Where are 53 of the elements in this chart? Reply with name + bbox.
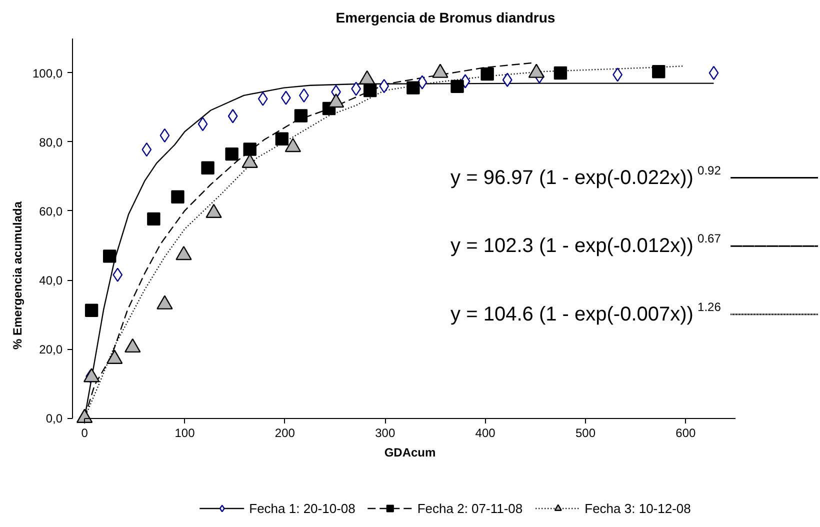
legend-label: Fecha 1: 20-10-08 [249, 500, 356, 516]
point [502, 72, 512, 87]
x-tick-label: 600 [676, 426, 696, 440]
point [142, 142, 152, 157]
point [171, 190, 184, 204]
point [406, 81, 420, 94]
y-tick-label: 0,0 [46, 412, 63, 426]
point [228, 109, 238, 124]
x-tick-label: 100 [174, 426, 196, 440]
point [417, 75, 428, 90]
annotation: y = 104.6 (1 - exp(-0.007x))1.26 [450, 300, 722, 326]
point [84, 304, 98, 317]
point [83, 368, 100, 382]
point [275, 132, 289, 146]
point [554, 66, 568, 80]
point [160, 128, 170, 143]
point [124, 338, 141, 353]
legend-label: Fecha 3: 10-12-08 [584, 500, 691, 516]
annotation: y = 96.97 (1 - exp(-0.022x))0.92 [450, 163, 722, 189]
point [652, 64, 666, 78]
point [258, 92, 268, 106]
point [379, 78, 390, 94]
chart-title: Emergencia de Bromus diandrus [336, 10, 556, 26]
legend-label: Fecha 2: 07-11-08 [417, 500, 523, 516]
y-axis-title: % Emergencia acumulada [10, 201, 24, 350]
x-tick-label: 200 [274, 426, 296, 440]
y-tick-label: 40,0 [39, 274, 63, 288]
y-tick-label: 60,0 [39, 204, 63, 218]
point [708, 66, 719, 80]
y-tick-label: 20,0 [39, 342, 63, 357]
point [243, 142, 256, 156]
point [480, 67, 494, 81]
point [294, 109, 308, 122]
point [156, 295, 173, 310]
x-tick-label: 300 [375, 426, 396, 440]
y-tick-label: 100,0 [32, 66, 63, 80]
point [76, 408, 93, 423]
y-tick-label: 80,0 [39, 135, 63, 150]
point [106, 350, 123, 364]
x-tick-label: 400 [475, 426, 496, 440]
point [102, 250, 116, 263]
point [147, 212, 160, 226]
x-axis-title: GDAcum [384, 446, 436, 460]
annotation: y = 102.3 (1 - exp(-0.012x))0.67 [450, 232, 722, 258]
x-tick-label: 500 [575, 426, 596, 440]
point [450, 80, 464, 94]
point [176, 246, 192, 260]
point [201, 161, 214, 174]
point [198, 116, 208, 132]
point [363, 84, 377, 98]
x-tick-label: 0 [81, 426, 88, 440]
point [112, 268, 123, 282]
point [225, 147, 238, 161]
